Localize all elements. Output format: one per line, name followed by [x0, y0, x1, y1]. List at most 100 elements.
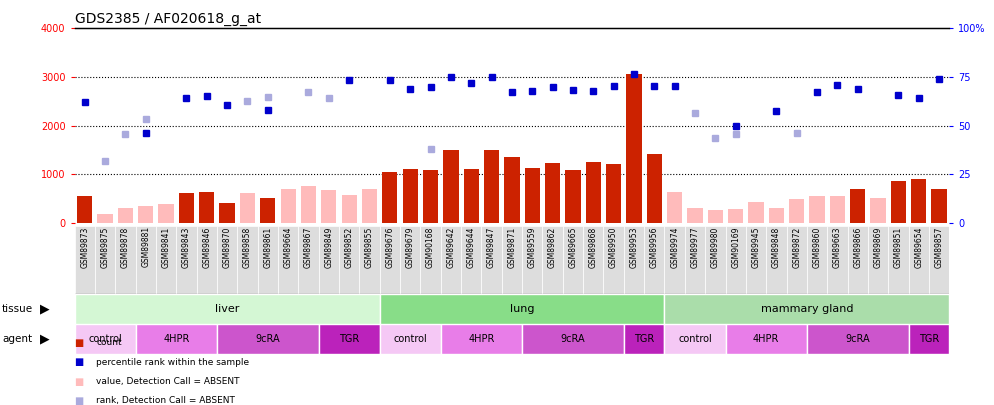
Text: 4HPR: 4HPR [753, 334, 779, 344]
Text: 9cRA: 9cRA [846, 334, 870, 344]
Bar [624, 324, 664, 354]
Text: mammary gland: mammary gland [760, 304, 853, 314]
Text: GSM89860: GSM89860 [812, 226, 822, 268]
Bar [726, 324, 807, 354]
Text: 4HPR: 4HPR [163, 334, 190, 344]
Bar [583, 226, 603, 294]
Text: GSM89870: GSM89870 [223, 226, 232, 268]
Bar [603, 226, 624, 294]
Bar [158, 204, 174, 223]
Bar [746, 226, 766, 294]
Bar [238, 226, 257, 294]
Bar [298, 226, 319, 294]
Bar [543, 226, 563, 294]
Bar [339, 226, 360, 294]
Bar [827, 226, 848, 294]
Bar [789, 199, 804, 223]
Bar [708, 210, 723, 223]
Bar [647, 154, 662, 223]
Text: GSM89676: GSM89676 [386, 226, 395, 268]
Text: ■: ■ [75, 377, 83, 386]
Text: ▶: ▶ [40, 333, 50, 346]
Bar [807, 226, 827, 294]
Bar [909, 226, 929, 294]
Bar [362, 189, 377, 223]
Text: GSM89862: GSM89862 [548, 226, 557, 268]
Bar [909, 324, 949, 354]
Text: GSM89945: GSM89945 [751, 226, 760, 268]
Text: GSM89847: GSM89847 [487, 226, 496, 268]
Bar [440, 324, 522, 354]
Bar [443, 150, 458, 223]
Bar [422, 170, 438, 223]
Text: GSM89881: GSM89881 [141, 226, 150, 267]
Bar [481, 226, 502, 294]
Text: GSM89950: GSM89950 [609, 226, 618, 268]
Bar [156, 226, 176, 294]
Bar [606, 164, 621, 223]
Bar [848, 226, 868, 294]
Bar [664, 294, 949, 324]
Bar [830, 196, 845, 223]
Bar [319, 324, 380, 354]
Bar [664, 324, 726, 354]
Text: GSM89866: GSM89866 [853, 226, 862, 268]
Text: ▶: ▶ [40, 302, 50, 315]
Text: ■: ■ [75, 396, 83, 405]
Bar [664, 226, 685, 294]
Bar [667, 192, 682, 223]
Bar [786, 226, 807, 294]
Bar [220, 203, 235, 223]
Bar [179, 193, 194, 223]
Bar [400, 226, 420, 294]
Text: TGR: TGR [918, 334, 939, 344]
Bar [522, 226, 543, 294]
Text: GSM89664: GSM89664 [283, 226, 292, 268]
Bar [807, 324, 909, 354]
Bar [257, 226, 278, 294]
Text: control: control [394, 334, 427, 344]
Text: ■: ■ [75, 338, 83, 347]
Text: GSM89873: GSM89873 [81, 226, 89, 268]
Bar [75, 324, 135, 354]
Bar [78, 196, 92, 223]
Bar [504, 157, 520, 223]
Text: lung: lung [510, 304, 535, 314]
Text: agent: agent [2, 334, 32, 344]
Bar [176, 226, 197, 294]
Text: GSM89654: GSM89654 [914, 226, 923, 268]
Bar [868, 226, 889, 294]
Text: GSM89849: GSM89849 [324, 226, 333, 268]
Text: GSM89663: GSM89663 [833, 226, 842, 268]
Bar [726, 226, 746, 294]
Text: GSM89867: GSM89867 [304, 226, 313, 268]
Bar [301, 186, 316, 223]
Bar [420, 226, 440, 294]
Text: GSM89841: GSM89841 [162, 226, 171, 268]
Bar [585, 162, 601, 223]
Bar [566, 170, 580, 223]
Bar [911, 179, 926, 223]
Text: GSM89861: GSM89861 [263, 226, 272, 268]
Bar [461, 226, 481, 294]
Text: GSM90169: GSM90169 [732, 226, 741, 268]
Bar [766, 226, 786, 294]
Bar [117, 208, 133, 223]
Bar [138, 206, 153, 223]
Text: GSM89848: GSM89848 [772, 226, 781, 268]
Bar [75, 294, 380, 324]
Bar [321, 190, 336, 223]
Bar [748, 202, 763, 223]
Text: GSM90168: GSM90168 [426, 226, 435, 268]
Text: GSM89878: GSM89878 [121, 226, 130, 268]
Bar [624, 226, 644, 294]
Bar [380, 226, 400, 294]
Text: GSM89679: GSM89679 [406, 226, 414, 268]
Bar [135, 324, 217, 354]
Bar [380, 324, 440, 354]
Bar [217, 324, 319, 354]
Text: 9cRA: 9cRA [255, 334, 280, 344]
Bar [931, 189, 946, 223]
Bar [260, 198, 275, 223]
Bar [484, 150, 499, 223]
